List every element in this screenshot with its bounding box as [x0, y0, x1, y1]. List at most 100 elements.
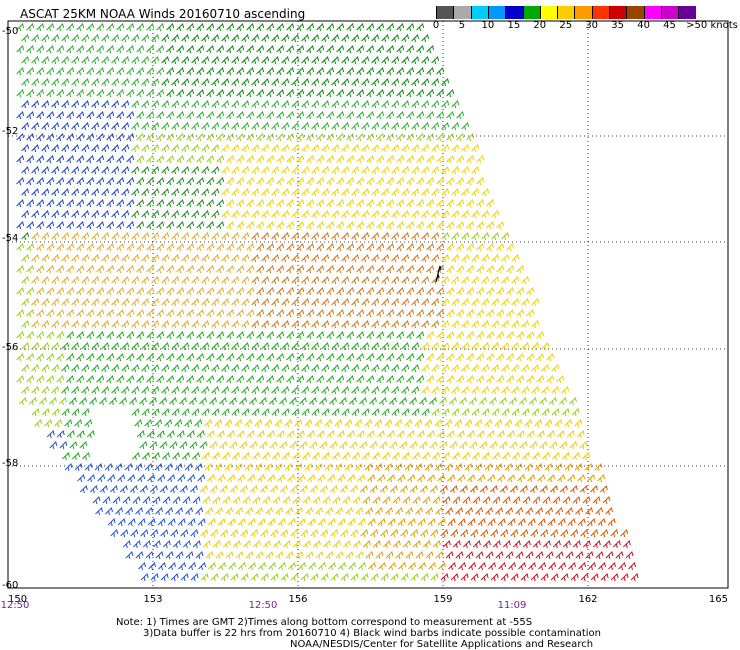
wind-barb	[446, 111, 455, 120]
wind-barb	[286, 221, 295, 230]
wind-barb	[151, 364, 160, 373]
wind-barb	[430, 573, 439, 582]
wind-barb	[176, 287, 185, 296]
wind-barb	[241, 122, 250, 131]
wind-barb	[326, 67, 335, 76]
wind-barb	[512, 496, 521, 505]
wind-barb	[246, 353, 255, 362]
wind-barb	[380, 573, 389, 582]
wind-barb	[316, 111, 325, 120]
wind-barb	[31, 232, 40, 241]
wind-barb	[84, 419, 93, 428]
wind-barb	[560, 529, 569, 538]
wind-barb	[341, 320, 350, 329]
wind-barb	[411, 342, 420, 351]
wind-barb	[321, 100, 330, 109]
wind-barb	[66, 243, 75, 252]
wind-barb	[525, 551, 534, 560]
wind-barb	[111, 144, 120, 153]
wind-barb	[156, 111, 165, 120]
lat-label-52: -52	[2, 126, 19, 137]
wind-barb	[426, 155, 435, 164]
wind-barb	[411, 166, 420, 175]
wind-barb	[91, 298, 100, 307]
wind-barb	[542, 540, 551, 549]
wind-barb	[281, 342, 290, 351]
wind-barb	[66, 430, 75, 439]
wind-barb	[336, 133, 345, 142]
wind-barb	[331, 386, 340, 395]
wind-barb	[359, 441, 368, 450]
wind-barb	[191, 254, 200, 263]
wind-barb	[376, 375, 385, 384]
wind-barb	[316, 375, 325, 384]
wind-barb	[536, 331, 545, 340]
wind-barb	[191, 342, 200, 351]
legend-swatch-12	[643, 6, 662, 19]
wind-barb	[206, 155, 215, 164]
wind-barb	[294, 463, 303, 472]
wind-barb	[302, 540, 311, 549]
wind-barb	[197, 474, 206, 483]
wind-barb	[201, 408, 210, 417]
wind-barb	[351, 254, 360, 263]
wind-barb	[356, 287, 365, 296]
wind-barb	[64, 463, 73, 472]
wind-barb	[436, 375, 445, 384]
wind-barb	[546, 375, 555, 384]
wind-barb	[468, 562, 476, 571]
wind-barb	[71, 254, 80, 263]
wind-barb	[481, 210, 490, 219]
wind-barb	[250, 529, 259, 538]
wind-barb	[61, 100, 70, 109]
wind-barb	[416, 331, 425, 340]
wind-barb	[264, 419, 273, 428]
wind-barb	[191, 166, 200, 175]
wind-barb	[491, 232, 500, 241]
wind-barb	[281, 408, 290, 417]
wind-barb	[196, 89, 205, 98]
wind-barb	[81, 386, 90, 395]
wind-barb	[256, 133, 265, 142]
wind-barb	[331, 342, 340, 351]
wind-barb	[396, 199, 405, 208]
wind-barb	[447, 518, 456, 527]
wind-barb	[116, 309, 125, 318]
wind-barb	[91, 320, 100, 329]
wind-barb	[351, 298, 360, 307]
wind-barb	[169, 397, 177, 406]
lon-label-153: 153	[143, 594, 163, 605]
wind-barb	[326, 89, 335, 98]
wind-barb	[69, 441, 78, 450]
wind-barb	[116, 155, 125, 164]
wind-barb	[99, 485, 108, 494]
wind-barb	[281, 100, 290, 109]
wind-barb	[81, 188, 90, 197]
wind-barb	[46, 353, 55, 362]
wind-barb	[16, 45, 25, 54]
wind-barb	[237, 474, 246, 483]
wind-barb	[446, 221, 455, 230]
wind-barb	[265, 507, 273, 516]
wind-barb	[472, 496, 481, 505]
wind-barb	[231, 342, 240, 351]
wind-barb	[565, 507, 573, 516]
wind-barb	[236, 155, 245, 164]
wind-barb	[36, 375, 45, 384]
wind-barb	[301, 144, 310, 153]
wind-barb	[489, 397, 497, 406]
wind-barb	[330, 529, 339, 538]
wind-barb	[221, 34, 230, 43]
wind-barb	[146, 353, 155, 362]
wind-barb	[309, 485, 318, 494]
wind-barb	[111, 298, 120, 307]
wind-barb	[554, 463, 563, 472]
wind-barb	[209, 485, 218, 494]
wind-barb	[321, 408, 330, 417]
wind-barb	[366, 221, 375, 230]
wind-barb	[277, 474, 286, 483]
wind-barb	[151, 34, 160, 43]
wind-barb	[555, 507, 563, 516]
wind-barb	[256, 331, 265, 340]
wind-barb	[481, 342, 490, 351]
